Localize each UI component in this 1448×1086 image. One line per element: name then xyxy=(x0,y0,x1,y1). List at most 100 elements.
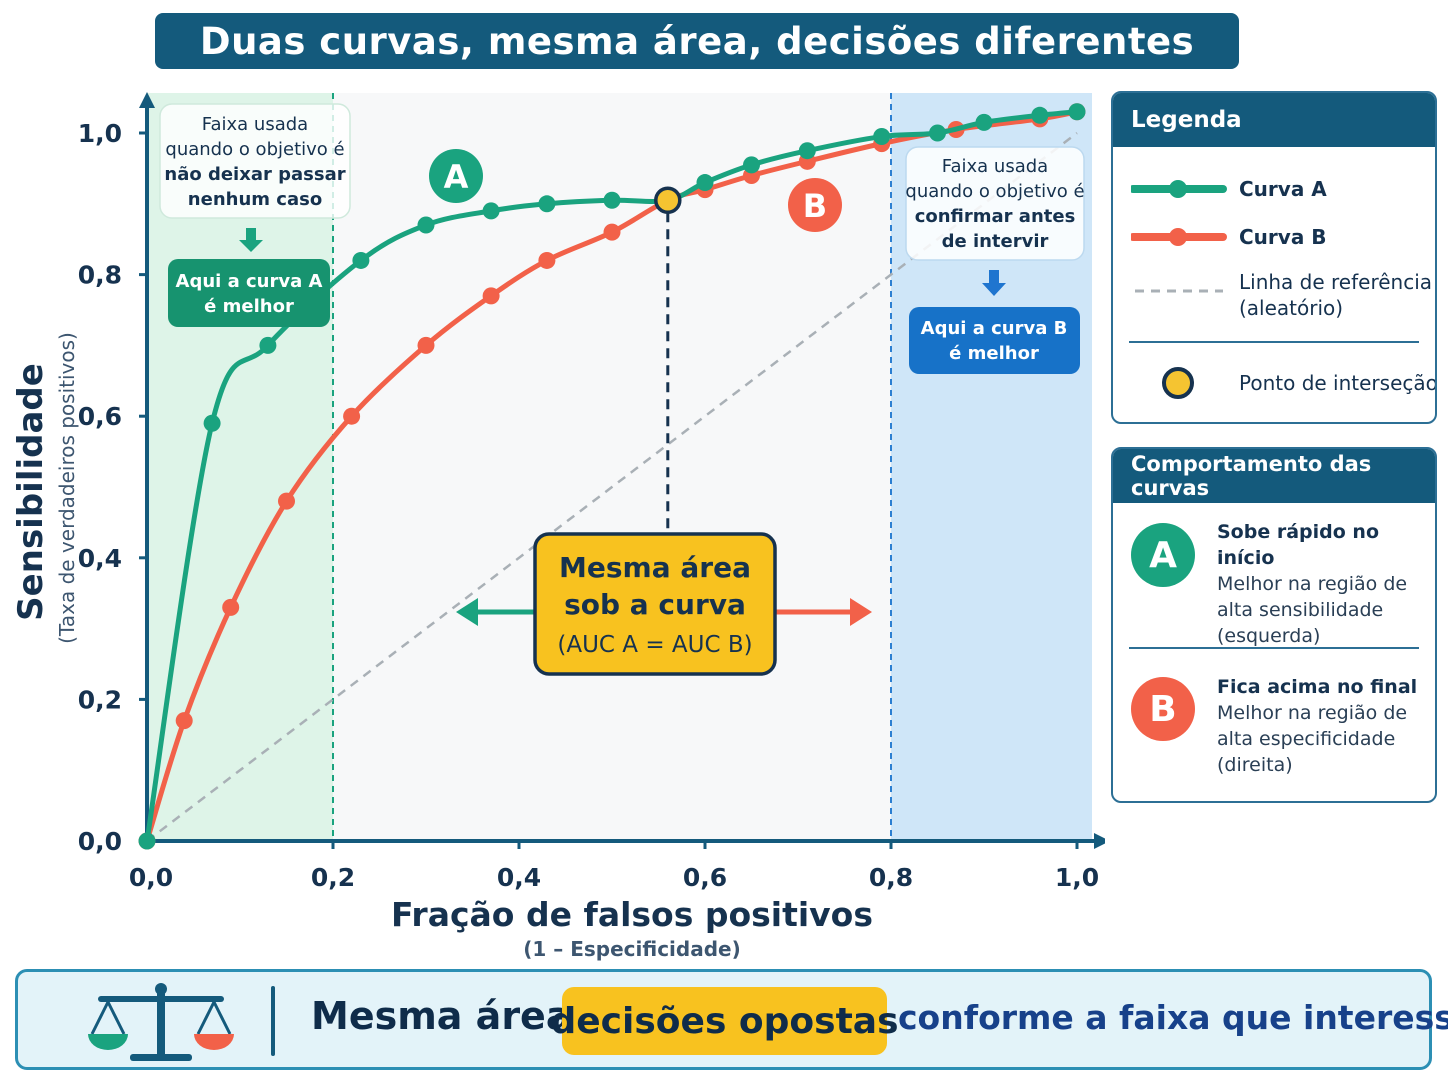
legend-divider xyxy=(1129,341,1419,343)
right-note-line: quando o objetivo é xyxy=(905,181,1084,202)
curve-a-point xyxy=(696,174,714,192)
behavior-line-a-2: alta sensibilidade xyxy=(1217,599,1384,621)
curve-a-point xyxy=(352,251,370,269)
right-tag-line: é melhor xyxy=(949,343,1039,364)
legend-label-curve-b: Curva B xyxy=(1239,225,1327,249)
left-note-line: quando o objetivo é xyxy=(165,139,344,160)
y-tick-label: 0,8 xyxy=(78,261,122,290)
intersection-point xyxy=(654,186,682,215)
x-tick-label: 0,6 xyxy=(683,863,727,892)
behavior-badge-b: B xyxy=(1131,677,1195,741)
y-tick-label: 0,0 xyxy=(78,827,122,856)
x-tick-label: 0,2 xyxy=(311,863,355,892)
arrow-down-icon xyxy=(239,228,263,252)
behavior-panel: Comportamento das curvas A Sobe rápido n… xyxy=(1111,447,1437,803)
legend-item-intersection: Ponto de interseção xyxy=(1131,365,1435,401)
x-axis-label: Fração de falsos positivos xyxy=(391,895,873,934)
curve-b-point xyxy=(417,336,435,354)
left-note-line: nenhum caso xyxy=(188,189,322,210)
curve-a-point xyxy=(417,216,435,234)
behavior-heading-a: Sobe rápido no início xyxy=(1217,521,1379,569)
legend-item-curve-b: Curva B xyxy=(1131,223,1327,251)
auc-box-line: (AUC A = AUC B) xyxy=(557,632,752,658)
right-note-line: Faixa usada xyxy=(942,156,1048,177)
curve-a-point xyxy=(259,336,277,354)
legend-label-reference-line2: (aleatório) xyxy=(1239,296,1344,320)
legend-title: Legenda xyxy=(1113,93,1435,147)
legend-swatch-curve-a xyxy=(1131,180,1227,198)
auc-box xyxy=(533,532,777,676)
x-tick-label: 1,0 xyxy=(1055,863,1099,892)
curve-b-badge xyxy=(788,178,842,232)
x-tick-label: 0,8 xyxy=(869,863,913,892)
curve-a-point xyxy=(975,113,993,131)
legend-item-reference: Linha de referência (aleatório) xyxy=(1131,269,1432,321)
behavior-divider xyxy=(1129,647,1419,649)
behavior-line-b-2: alta especificidade xyxy=(1217,728,1396,750)
curve-b-point xyxy=(538,251,556,269)
legend-label-curve-a: Curva A xyxy=(1239,177,1327,201)
curve-a-point xyxy=(482,202,500,220)
bottom-text-part1: Mesma área, xyxy=(311,994,586,1038)
curve-b-point xyxy=(175,712,193,730)
curve-a-point xyxy=(138,832,156,850)
curve-a-point xyxy=(538,195,556,213)
behavior-badge-a: A xyxy=(1131,523,1195,587)
curve-b-badge-label: B xyxy=(803,187,827,225)
right-note-line: confirmar antes xyxy=(915,206,1076,227)
right-tag-line: Aqui a curva B xyxy=(921,318,1068,339)
auc-box-line: sob a curva xyxy=(564,588,746,621)
y-tick-label: 0,6 xyxy=(78,402,122,431)
legend-swatch-intersection xyxy=(1162,367,1194,399)
curve-a-point xyxy=(929,124,946,142)
behavior-line-b-1: Melhor na região de xyxy=(1217,702,1408,724)
auc-box-line: Mesma área xyxy=(559,551,751,584)
curve-a-badge xyxy=(429,149,483,203)
roc-chart: 0,0 0,2 0,4 0,6 0,8 1,0 0,0 0,2 0,4 0,6 0,8 1,0 Fraç… xyxy=(11,92,1105,961)
page-title: Duas curvas, mesma área, decisões difere… xyxy=(155,13,1239,69)
curve-a-point xyxy=(1068,103,1086,121)
arrow-right-icon xyxy=(850,598,872,626)
behavior-line-a-3: (esquerda) xyxy=(1217,625,1321,647)
curve-a-point xyxy=(798,142,816,160)
curve-b-point xyxy=(603,223,621,241)
left-tag-line: Aqui a curva A xyxy=(176,271,323,292)
y-axis-sublabel: (Taxa de verdadeiros positivos) xyxy=(55,332,79,644)
legend-label-reference: Linha de referência (aleatório) xyxy=(1239,269,1432,321)
y-tick-label: 1,0 xyxy=(78,119,122,148)
right-tag-box xyxy=(909,307,1080,374)
left-note-line: Faixa usada xyxy=(202,114,308,135)
x-tick-label: 0,4 xyxy=(497,863,541,892)
y-axis-label: Sensibilidade xyxy=(11,363,51,621)
behavior-heading-b: Fica acima no final xyxy=(1217,676,1418,698)
y-tick-label: 0,2 xyxy=(78,685,122,714)
legend-label-intersection: Ponto de interseção xyxy=(1239,371,1437,395)
y-tick-label: 0,4 xyxy=(78,544,122,573)
curve-a-badge-label: A xyxy=(444,158,469,196)
bottom-divider xyxy=(271,986,275,1056)
reference-line xyxy=(146,132,1078,842)
behavior-text-b: Fica acima no final Melhor na região de … xyxy=(1217,674,1429,778)
legend-panel: Legenda Curva A Curva B Linha de referên… xyxy=(1111,91,1437,424)
x-tick-label: 0,0 xyxy=(129,863,173,892)
right-note-line: de intervir xyxy=(942,231,1049,252)
left-note-box xyxy=(159,103,351,219)
legend-swatch-curve-b xyxy=(1131,228,1227,246)
left-note-line: não deixar passar xyxy=(164,164,345,185)
curve-a-point xyxy=(1031,106,1049,124)
curve-b-point xyxy=(278,492,295,510)
behavior-line-b-3: (direita) xyxy=(1217,754,1293,776)
curve-a-point xyxy=(203,414,221,432)
behavior-text-a: Sobe rápido no início Melhor na região d… xyxy=(1217,519,1429,649)
left-tag-line: é melhor xyxy=(204,296,294,317)
arrow-left-icon xyxy=(456,598,478,626)
bottom-text-part2: conforme a faixa que interessa. xyxy=(898,998,1448,1037)
arrow-down-icon xyxy=(982,270,1006,296)
left-tag-box xyxy=(168,259,330,327)
curve-a-point xyxy=(743,156,760,174)
behavior-title: Comportamento das curvas xyxy=(1113,449,1435,503)
bottom-highlight: decisões opostas xyxy=(551,987,899,1055)
behavior-line-a-1: Melhor na região de xyxy=(1217,573,1408,595)
legend-item-curve-a: Curva A xyxy=(1131,175,1327,203)
x-axis-sublabel: (1 – Especificidade) xyxy=(523,937,741,961)
